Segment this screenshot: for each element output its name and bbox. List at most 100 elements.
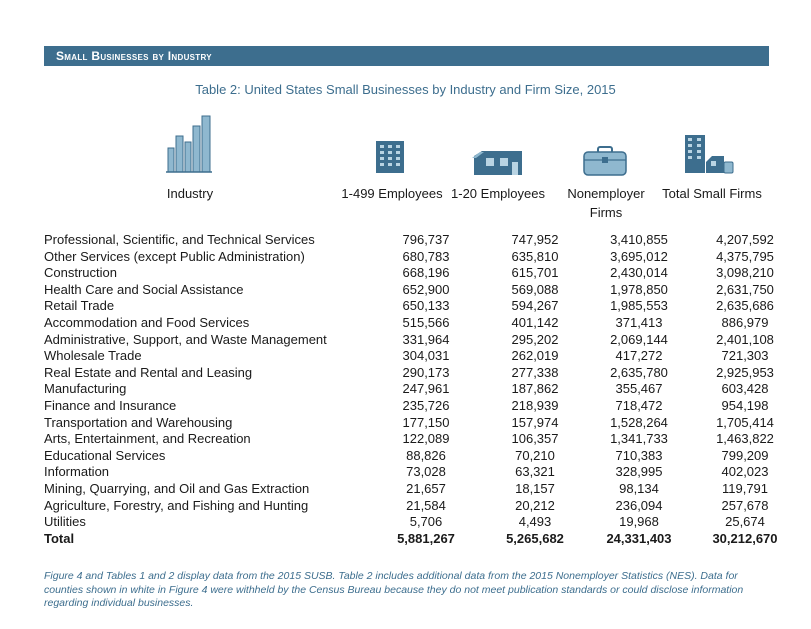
- table-row: Real Estate and Rental and Leasing 290,17…: [44, 365, 774, 382]
- value-1-20-employees: 106,357: [511, 431, 559, 447]
- value-1-20-employees: 70,210: [515, 447, 555, 463]
- header-nonemployer-line2: Firms: [589, 205, 623, 220]
- table-row: Finance and Insurance 235,726 218,939 718,4…: [44, 398, 774, 415]
- value-1-499-employees: 680,783: [402, 248, 450, 264]
- value-total-small-firms: 2,631,750: [716, 281, 774, 297]
- value-1-499-employees: 652,900: [402, 281, 450, 297]
- industry-name: Retail Trade: [44, 298, 115, 314]
- value-1-499-employees: 515,566: [402, 314, 450, 330]
- value-1-20-employees: 18,157: [515, 480, 555, 496]
- industry-name: Mining, Quarrying, and Oil and Gas Extra…: [44, 480, 310, 496]
- table-row: Agriculture, Forestry, and Fishing and H…: [44, 498, 774, 515]
- industry-name: Manufacturing: [44, 381, 127, 397]
- value-nonemployer-firms: 710,383: [615, 447, 663, 463]
- table-title: Table 2: United States Small Businesses …: [195, 82, 616, 97]
- value-1-20-employees: 615,701: [511, 265, 559, 281]
- value-total-small-firms: 4,207,592: [716, 232, 774, 247]
- value-nonemployer-firms: 718,472: [615, 397, 663, 413]
- briefcase-icon: [583, 146, 627, 176]
- value-total-small-firms: 25,674: [725, 514, 765, 530]
- total-1-20-employees: 5,265,682: [506, 530, 564, 546]
- value-total-small-firms: 4,375,795: [716, 248, 774, 264]
- industry-name: Wholesale Trade: [44, 348, 142, 364]
- industry-name: Professional, Scientific, and Technical …: [44, 232, 315, 247]
- value-1-499-employees: 122,089: [402, 431, 450, 447]
- value-total-small-firms: 2,635,686: [716, 298, 774, 314]
- industry-name: Construction: [44, 265, 117, 281]
- section-banner: Small Businesses by Industry: [44, 46, 769, 66]
- value-1-499-employees: 290,173: [402, 364, 450, 380]
- value-1-499-employees: 21,657: [406, 480, 446, 496]
- header-nonemployer-firms: Nonemployer Firms: [558, 184, 654, 222]
- value-total-small-firms: 721,303: [721, 348, 769, 364]
- section-title: Small Businesses by Industry: [56, 49, 212, 63]
- industry-name: Other Services (except Public Administra…: [44, 248, 305, 264]
- industry-name: Health Care and Social Assistance: [44, 281, 244, 297]
- value-total-small-firms: 3,098,210: [716, 265, 774, 281]
- value-1-20-employees: 747,952: [511, 232, 559, 247]
- industry-name: Arts, Entertainment, and Recreation: [44, 431, 251, 447]
- value-1-499-employees: 668,196: [402, 265, 450, 281]
- value-nonemployer-firms: 2,069,144: [610, 331, 668, 347]
- total-nonemployer-firms: 24,331,403: [606, 530, 672, 546]
- value-1-20-employees: 277,338: [511, 364, 559, 380]
- data-table: Professional, Scientific, and Technical …: [44, 232, 778, 548]
- office-building-icon: [376, 141, 404, 173]
- value-nonemployer-firms: 1,341,733: [610, 431, 668, 447]
- table-row: Accommodation and Food Services 515,566 40…: [44, 315, 774, 332]
- value-1-499-employees: 88,826: [406, 447, 446, 463]
- value-1-499-employees: 5,706: [409, 514, 443, 530]
- storefront-icon: [472, 151, 522, 175]
- value-nonemployer-firms: 236,094: [615, 497, 663, 513]
- header-1-499-employees: 1-499 Employees: [341, 186, 443, 201]
- table-row: Arts, Entertainment, and Recreation 122,0…: [44, 431, 774, 448]
- table-row: Administrative, Support, and Waste Manag…: [44, 332, 774, 349]
- industry-name: Utilities: [44, 514, 86, 530]
- value-total-small-firms: 2,925,953: [716, 364, 774, 380]
- value-nonemployer-firms: 98,134: [619, 480, 659, 496]
- table-row: Professional, Scientific, and Technical …: [44, 232, 774, 249]
- value-nonemployer-firms: 2,430,014: [610, 265, 668, 281]
- value-1-20-employees: 63,321: [515, 464, 555, 480]
- value-1-20-employees: 635,810: [511, 248, 559, 264]
- value-nonemployer-firms: 417,272: [615, 348, 663, 364]
- industry-name: Real Estate and Rental and Leasing: [44, 364, 253, 380]
- header-nonemployer-line1: Nonemployer: [567, 186, 645, 201]
- total-row: Total 5,881,267 5,265,682 24,331,403 30,212,…: [44, 530, 778, 548]
- value-1-499-employees: 247,961: [402, 381, 450, 397]
- total-label: Total: [44, 530, 75, 546]
- header-total-small-firms: Total Small Firms: [662, 186, 762, 201]
- value-1-499-employees: 650,133: [402, 298, 450, 314]
- table-row: Mining, Quarrying, and Oil and Gas Extra…: [44, 481, 774, 498]
- header-industry: Industry: [166, 186, 214, 201]
- value-nonemployer-firms: 1,528,264: [610, 414, 668, 430]
- value-total-small-firms: 1,705,414: [716, 414, 774, 430]
- table-row: Utilities 5,706 4,493 19,968 25,674: [44, 514, 774, 531]
- value-total-small-firms: 954,198: [721, 397, 769, 413]
- value-total-small-firms: 886,979: [721, 314, 769, 330]
- industry-name: Administrative, Support, and Waste Manag…: [44, 331, 327, 347]
- value-1-499-employees: 331,964: [402, 331, 450, 347]
- value-nonemployer-firms: 328,995: [615, 464, 663, 480]
- value-1-499-employees: 304,031: [402, 348, 450, 364]
- table-row: Educational Services 88,826 70,210 710,383 7…: [44, 448, 774, 465]
- industry-name: Educational Services: [44, 447, 166, 463]
- value-total-small-firms: 119,791: [721, 480, 769, 496]
- table-row: Health Care and Social Assistance 652,900…: [44, 282, 774, 299]
- value-1-499-employees: 21,584: [406, 497, 446, 513]
- value-1-499-employees: 73,028: [406, 464, 446, 480]
- value-1-20-employees: 262,019: [511, 348, 559, 364]
- value-nonemployer-firms: 1,978,850: [610, 281, 668, 297]
- value-nonemployer-firms: 355,467: [615, 381, 663, 397]
- value-1-20-employees: 157,974: [511, 414, 559, 430]
- value-1-20-employees: 295,202: [511, 331, 559, 347]
- table-row: Retail Trade 650,133 594,267 1,985,553 2,635…: [44, 298, 774, 315]
- industry-name: Information: [44, 464, 110, 480]
- value-nonemployer-firms: 1,985,553: [610, 298, 668, 314]
- value-1-20-employees: 594,267: [511, 298, 559, 314]
- footnote: Figure 4 and Tables 1 and 2 display data…: [44, 570, 744, 609]
- industry-name: Accommodation and Food Services: [44, 314, 250, 330]
- value-1-499-employees: 177,150: [402, 414, 450, 430]
- industry-name: Transportation and Warehousing: [44, 414, 233, 430]
- value-1-20-employees: 569,088: [511, 281, 559, 297]
